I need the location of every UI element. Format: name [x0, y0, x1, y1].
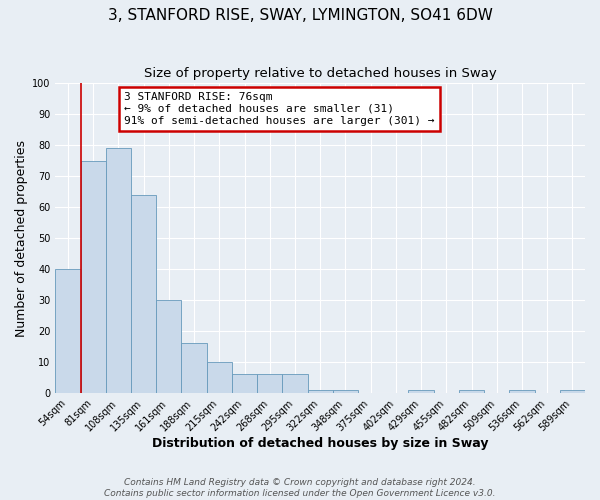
Bar [459, 390, 484, 393]
Bar [257, 374, 283, 393]
Bar [156, 300, 181, 393]
Y-axis label: Number of detached properties: Number of detached properties [15, 140, 28, 336]
Bar [181, 344, 207, 393]
Text: Contains HM Land Registry data © Crown copyright and database right 2024.
Contai: Contains HM Land Registry data © Crown c… [104, 478, 496, 498]
X-axis label: Distribution of detached houses by size in Sway: Distribution of detached houses by size … [152, 437, 488, 450]
Bar [131, 194, 156, 393]
Bar [80, 160, 106, 393]
Title: Size of property relative to detached houses in Sway: Size of property relative to detached ho… [144, 68, 497, 80]
Bar [283, 374, 308, 393]
Text: 3, STANFORD RISE, SWAY, LYMINGTON, SO41 6DW: 3, STANFORD RISE, SWAY, LYMINGTON, SO41 … [107, 8, 493, 22]
Bar [560, 390, 585, 393]
Bar [106, 148, 131, 393]
Text: 3 STANFORD RISE: 76sqm
← 9% of detached houses are smaller (31)
91% of semi-deta: 3 STANFORD RISE: 76sqm ← 9% of detached … [124, 92, 435, 126]
Bar [232, 374, 257, 393]
Bar [509, 390, 535, 393]
Bar [55, 269, 80, 393]
Bar [308, 390, 333, 393]
Bar [409, 390, 434, 393]
Bar [207, 362, 232, 393]
Bar [333, 390, 358, 393]
